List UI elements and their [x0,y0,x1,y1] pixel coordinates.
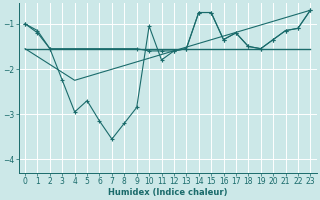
X-axis label: Humidex (Indice chaleur): Humidex (Indice chaleur) [108,188,228,197]
